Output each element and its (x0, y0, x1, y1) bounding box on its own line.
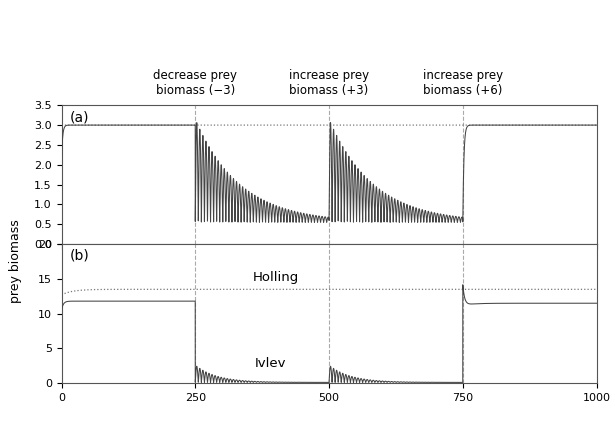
Text: Holling: Holling (252, 271, 299, 284)
Text: prey biomass: prey biomass (9, 219, 22, 303)
Text: (b): (b) (69, 248, 89, 262)
Text: increase prey
biomass (+6): increase prey biomass (+6) (423, 69, 503, 97)
Text: Ivlev: Ivlev (255, 357, 286, 370)
Text: (a): (a) (69, 111, 89, 125)
Text: increase prey
biomass (+3): increase prey biomass (+3) (289, 69, 369, 97)
Text: decrease prey
biomass (−3): decrease prey biomass (−3) (153, 69, 237, 97)
